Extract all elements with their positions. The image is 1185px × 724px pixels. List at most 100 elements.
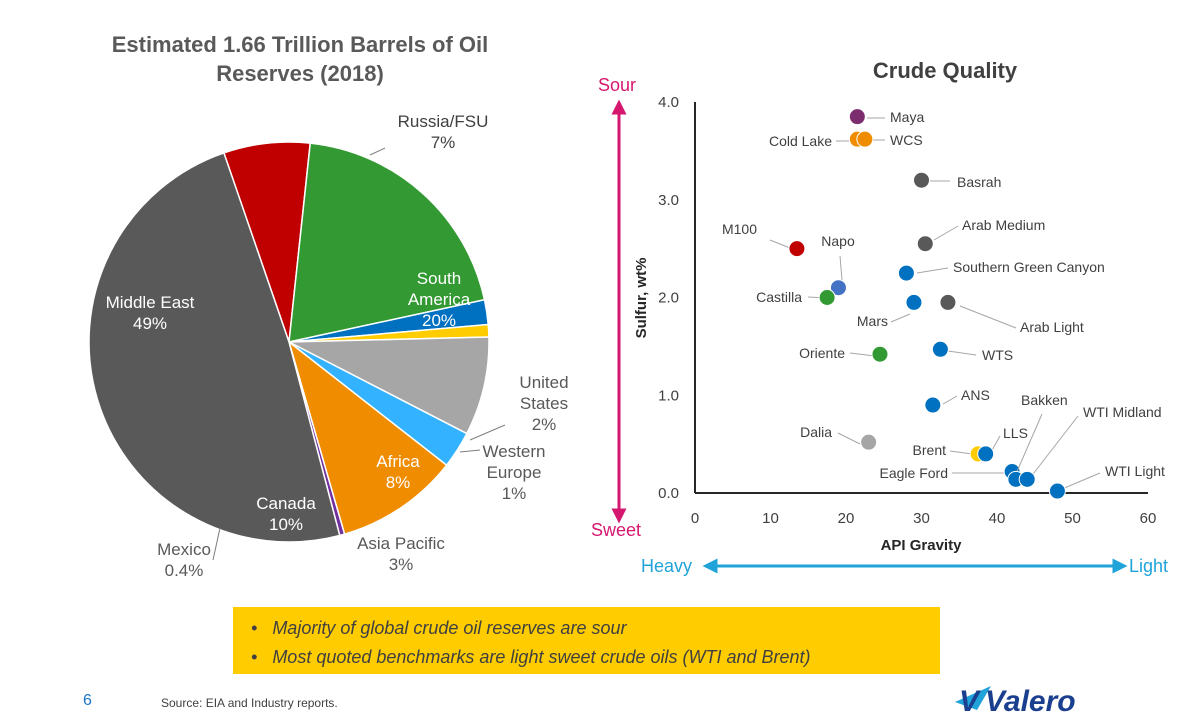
pie-label-africa: Africa 8% bbox=[376, 452, 420, 492]
pie-slice-middle-east bbox=[88, 151, 341, 543]
point-label-cold-lake: Cold Lake bbox=[769, 133, 832, 149]
point-wti-midland bbox=[1018, 470, 1036, 488]
point-leader-line bbox=[890, 313, 911, 323]
point-basrah bbox=[913, 171, 930, 189]
x-tick-label: 40 bbox=[989, 510, 1006, 527]
point-leader-line bbox=[1061, 472, 1101, 490]
point-label-southern-green-canyon: Southern Green Canyon bbox=[953, 259, 1105, 275]
callout-bullet-text: Majority of global crude oil reserves ar… bbox=[272, 618, 627, 638]
point-label-bakken: Bakken bbox=[1021, 392, 1068, 408]
x-tick-label: 30 bbox=[913, 510, 930, 527]
y-tick-label: 3.0 bbox=[658, 192, 679, 209]
crude-quality-scatter-chart: 0 10 20 30 40 50 60 0.0 1.0 2.0 3.0 4.0 API Gravity S… bbox=[611, 94, 1165, 574]
pie-title-line1: Estimated 1.66 Trillion Barrels of Oil bbox=[111, 32, 489, 57]
y-tick-label: 4.0 bbox=[658, 94, 679, 111]
pie-slice-africa bbox=[288, 336, 490, 435]
point-label-brent: Brent bbox=[913, 442, 947, 458]
light-label: Light bbox=[1129, 556, 1169, 576]
source-note: Source: EIA and Industry reports. bbox=[161, 696, 338, 710]
pie-leader-line bbox=[469, 424, 506, 441]
point-leader-line bbox=[839, 255, 843, 281]
point-label-basrah: Basrah bbox=[957, 174, 1001, 190]
pie-leader-line bbox=[459, 449, 481, 453]
valero-logo: V Valero bbox=[955, 685, 1076, 718]
point-napo bbox=[829, 279, 847, 297]
point-maya bbox=[848, 108, 866, 126]
y-tick-label: 1.0 bbox=[658, 387, 679, 404]
logo-mark: V bbox=[959, 685, 982, 718]
callout-bullet-text: Most quoted benchmarks are light sweet c… bbox=[272, 647, 811, 667]
sour-label: Sour bbox=[598, 75, 637, 95]
point-label-wti-light: WTI Light bbox=[1105, 463, 1165, 479]
point-leader-line bbox=[916, 267, 949, 274]
point-m100 bbox=[788, 240, 806, 258]
point-leader-line bbox=[947, 350, 977, 356]
y-tick-label: 0.0 bbox=[658, 485, 679, 502]
point-label-wcs: WCS bbox=[890, 132, 923, 148]
point-castilla bbox=[818, 289, 836, 306]
point-label-maya: Maya bbox=[890, 109, 924, 125]
point-dalia bbox=[860, 433, 878, 451]
point-arab-light bbox=[939, 293, 957, 311]
pie-label-middle-east: Middle East 49% bbox=[106, 293, 195, 333]
page-number: 6 bbox=[83, 692, 92, 709]
reserves-pie-chart: Russia/FSU 7% South America 20% United States 2… bbox=[88, 112, 569, 580]
point-leader-line bbox=[1014, 413, 1043, 477]
point-southern-green-canyon bbox=[897, 264, 915, 282]
x-tick-label: 20 bbox=[838, 510, 855, 527]
callout-bullet: • Most quoted benchmarks are light sweet… bbox=[251, 647, 811, 667]
x-tick-label: 50 bbox=[1064, 510, 1081, 527]
pie-chart-title: Estimated 1.66 Trillion Barrels of Oil R… bbox=[60, 30, 540, 88]
pie-leader-line bbox=[369, 147, 386, 156]
point-leader-line bbox=[933, 225, 959, 241]
pie-leader-line bbox=[212, 527, 221, 561]
point-ans bbox=[924, 396, 942, 414]
y-tick-label: 2.0 bbox=[658, 290, 679, 307]
logo-wordmark: Valero bbox=[985, 685, 1076, 718]
x-axis-title: API Gravity bbox=[881, 537, 963, 554]
point-leader-line bbox=[1029, 415, 1079, 479]
pie-label-south-america: South America 20% bbox=[408, 269, 471, 330]
pie-label-western-europe: Western Europe 1% bbox=[483, 442, 546, 503]
scatter-chart-title: Crude Quality bbox=[872, 58, 1018, 83]
point-label-eagle-ford: Eagle Ford bbox=[880, 465, 948, 481]
pie-label-canada: Canada 10% bbox=[256, 494, 316, 534]
point-label-wti-midland: WTI Midland bbox=[1083, 404, 1162, 420]
point-label-arab-light: Arab Light bbox=[1020, 319, 1084, 335]
key-takeaways-callout: • Majority of global crude oil reserves … bbox=[233, 607, 940, 674]
pie-label-asia-pacific: Asia Pacific 3% bbox=[357, 534, 445, 574]
y-axis-title: Sulfur, wt% bbox=[633, 258, 650, 339]
callout-bullet: • Majority of global crude oil reserves … bbox=[251, 618, 627, 638]
point-label-ans: ANS bbox=[961, 387, 990, 403]
heavy-label: Heavy bbox=[641, 556, 693, 576]
point-mars bbox=[905, 293, 923, 311]
pie-title-line2: Reserves (2018) bbox=[216, 61, 384, 86]
point-leader-line bbox=[949, 450, 973, 455]
point-wcs bbox=[856, 130, 874, 148]
point-lls bbox=[977, 445, 995, 463]
point-leader-line bbox=[942, 395, 958, 405]
point-leader-line bbox=[769, 239, 791, 249]
point-leader-line bbox=[837, 432, 861, 445]
pie-slice-south-america bbox=[288, 142, 486, 343]
point-label-m100: M100 bbox=[722, 221, 757, 237]
point-label-lls: LLS bbox=[1003, 425, 1028, 441]
point-wti-light bbox=[1048, 482, 1066, 500]
point-arab-medium bbox=[916, 235, 934, 253]
pie-label-mexico: Mexico 0.4% bbox=[157, 540, 211, 580]
pie-label-united-states: United States 2% bbox=[519, 373, 568, 434]
point-label-napo: Napo bbox=[821, 233, 855, 249]
x-tick-label: 60 bbox=[1140, 510, 1157, 527]
x-tick-label: 10 bbox=[762, 510, 779, 527]
point-label-wts: WTS bbox=[982, 347, 1013, 363]
sweet-label: Sweet bbox=[591, 520, 642, 540]
pie-label-russia-fsu: Russia/FSU 7% bbox=[398, 112, 489, 152]
point-oriente bbox=[871, 345, 889, 363]
logo-swoosh bbox=[955, 686, 991, 710]
point-label-mars: Mars bbox=[857, 313, 888, 329]
point-leader-line bbox=[849, 352, 876, 357]
point-label-arab-medium: Arab Medium bbox=[962, 217, 1045, 233]
pie-slice-canada bbox=[287, 339, 448, 536]
point-label-oriente: Oriente bbox=[799, 345, 845, 361]
x-tick-label: 0 bbox=[691, 510, 699, 527]
